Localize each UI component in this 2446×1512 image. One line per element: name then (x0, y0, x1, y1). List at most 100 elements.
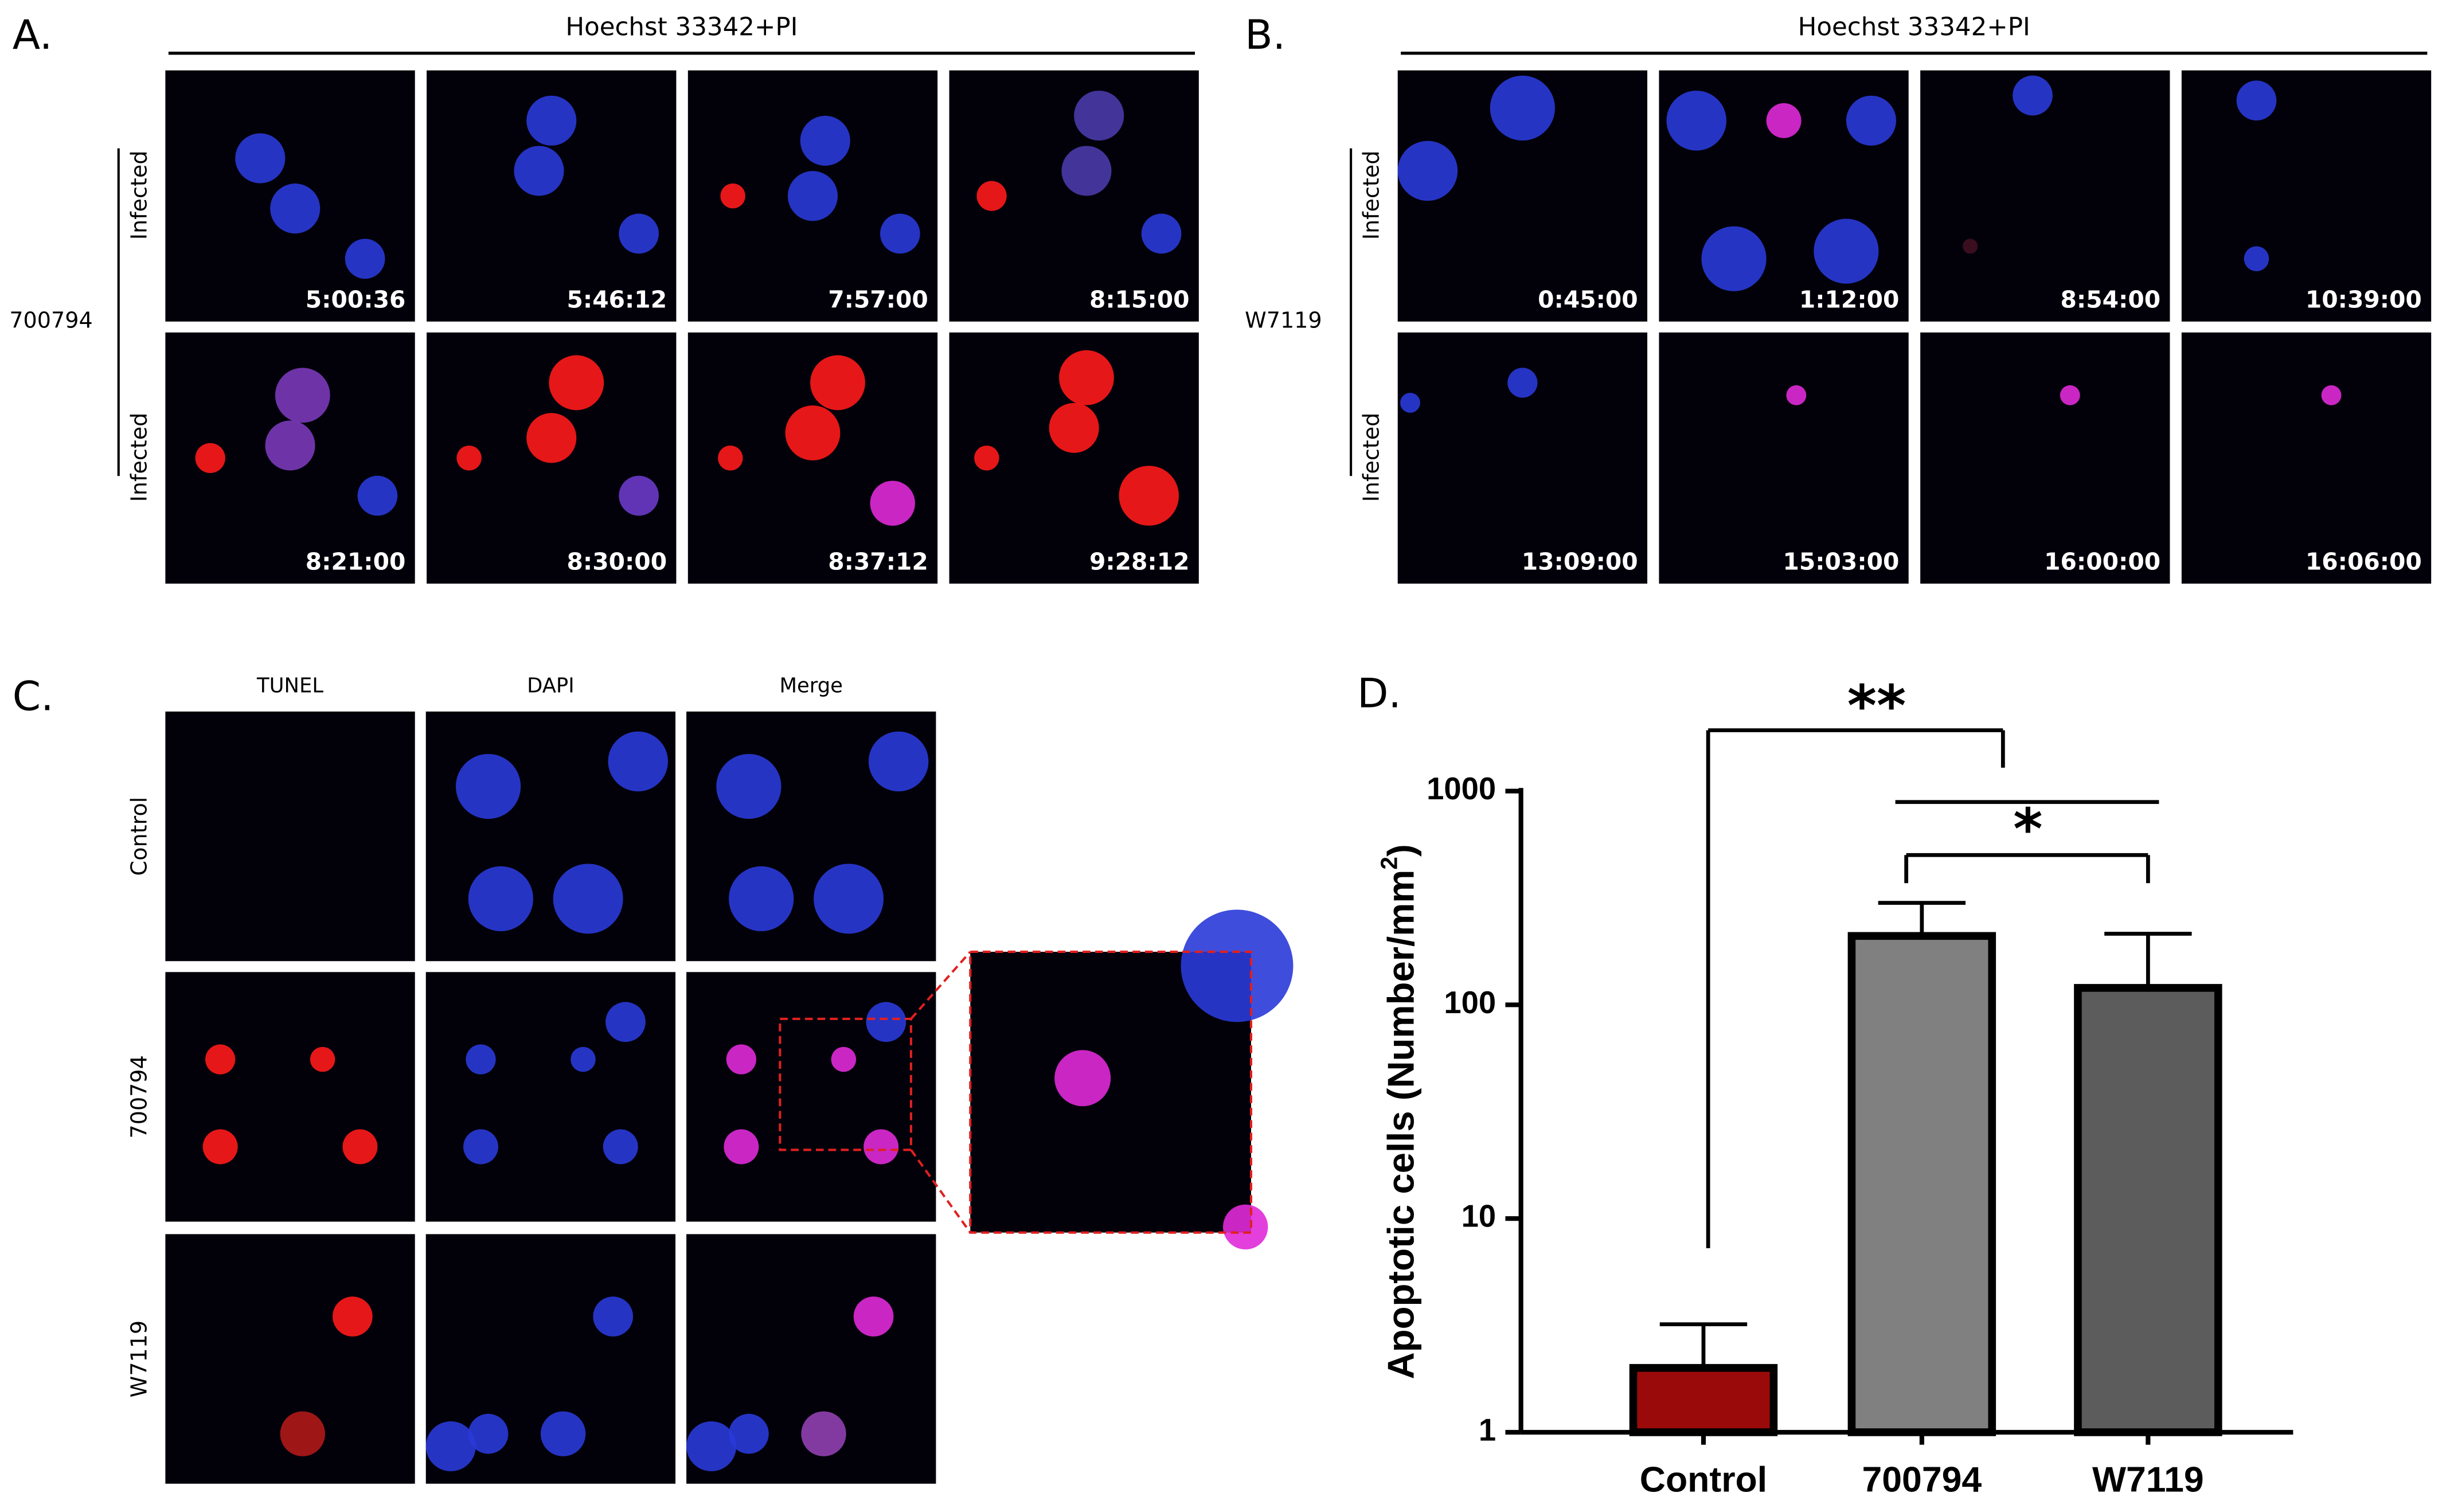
strain-label: W7119 (1245, 307, 1322, 333)
x-tick-label: W7119 (2092, 1460, 2204, 1500)
nucleus (1074, 91, 1124, 141)
timestamp: 8:21:00 (306, 548, 406, 575)
row-label: Infected (1359, 151, 1384, 240)
nucleus (868, 731, 929, 792)
zoom-frame (969, 950, 1253, 1234)
nucleus (205, 1044, 236, 1075)
nucleus (724, 1129, 759, 1165)
row-label: 700794 (126, 1055, 151, 1138)
nucleus (1061, 146, 1112, 196)
micrograph (1659, 332, 1909, 584)
nucleus (2236, 80, 2277, 121)
timestamp: 16:06:00 (2306, 548, 2422, 575)
nucleus (1814, 218, 1879, 284)
nucleus (514, 146, 564, 196)
zoom-link (910, 951, 971, 1020)
nucleus (603, 1129, 638, 1165)
micrograph (2181, 70, 2432, 322)
panel-label: C. (13, 673, 54, 720)
nucleus (342, 1129, 378, 1165)
y-axis-label: Apoptotic cells (Number/mm2) (1376, 844, 1421, 1379)
nucleus (814, 864, 884, 934)
x-tick-label: 700794 (1862, 1460, 1982, 1500)
micrograph (165, 972, 415, 1222)
zoom-link (910, 1149, 971, 1233)
nucleus (1119, 466, 1179, 526)
nucleus (593, 1296, 634, 1337)
panel-label: B. (1245, 11, 1285, 58)
micrograph (1920, 70, 2170, 322)
timestamp: 8:54:00 (2061, 286, 2161, 313)
panel-label: A. (13, 11, 53, 58)
nucleus (1400, 393, 1420, 413)
nucleus (468, 1413, 509, 1454)
nucleus (1766, 103, 1802, 138)
nucleus (976, 181, 1007, 211)
y-axis-label-part: ) (1380, 844, 1422, 857)
timestamp: 13:09:00 (1522, 548, 1638, 575)
column-header: DAPI (527, 674, 575, 697)
nucleus (1786, 385, 1807, 405)
nucleus (1963, 239, 1978, 254)
panel-label: D. (1357, 669, 1401, 717)
nucleus (801, 1411, 846, 1456)
nucleus (800, 115, 850, 166)
nucleus (1054, 1050, 1111, 1107)
nucleus (549, 355, 604, 411)
nucleus (425, 1421, 476, 1471)
nucleus (2321, 385, 2342, 405)
nucleus (463, 1129, 498, 1165)
panel-title: Hoechst 33342+PI (565, 13, 798, 41)
nucleus (275, 368, 330, 423)
row-label: Infected (1359, 413, 1384, 502)
nucleus (1397, 140, 1458, 201)
nucleus (270, 183, 321, 234)
nucleus (466, 1044, 496, 1075)
strain-label: 700794 (9, 307, 92, 333)
nucleus (195, 443, 225, 473)
panel-title: Hoechst 33342+PI (1798, 13, 2030, 41)
nucleus (718, 446, 743, 471)
nucleus (553, 864, 623, 934)
y-tick-label: 10 (1462, 1199, 1496, 1234)
nucleus (1059, 350, 1114, 405)
nucleus (235, 133, 286, 183)
nucleus (870, 480, 915, 526)
nucleus (726, 1044, 756, 1075)
nucleus (540, 1411, 586, 1456)
nucleus (1049, 403, 1099, 453)
nucleus (716, 753, 782, 819)
nucleus (831, 1046, 857, 1072)
nucleus (571, 1046, 596, 1072)
nucleus (310, 1046, 335, 1072)
y-axis-label-part: 2 (1376, 857, 1402, 870)
nucleus (456, 446, 482, 471)
nucleus (2060, 385, 2080, 405)
micrograph (165, 711, 415, 962)
nucleus (1141, 213, 1182, 254)
timestamp: 16:00:00 (2044, 548, 2160, 575)
nucleus (1846, 95, 1896, 146)
nucleus (729, 866, 794, 932)
timestamp: 10:39:00 (2306, 286, 2422, 313)
nucleus (280, 1411, 325, 1456)
timestamp: 7:57:00 (828, 286, 928, 313)
timestamp: 9:28:12 (1089, 548, 1190, 575)
nucleus (880, 213, 920, 254)
bar (1629, 1363, 1778, 1436)
significance-label: ** (1847, 674, 1906, 739)
timestamp: 5:00:36 (306, 286, 406, 313)
nucleus (345, 239, 385, 279)
nucleus (1507, 368, 1538, 398)
nucleus (720, 183, 745, 209)
timestamp: 15:03:00 (1783, 548, 1899, 575)
y-tick-label: 100 (1444, 985, 1496, 1020)
column-header: TUNEL (256, 674, 323, 697)
zoom-box (779, 1017, 912, 1151)
nucleus (729, 1413, 769, 1454)
nucleus (468, 866, 533, 932)
bar (1847, 932, 1996, 1436)
y-tick-label: 1 (1479, 1412, 1496, 1447)
